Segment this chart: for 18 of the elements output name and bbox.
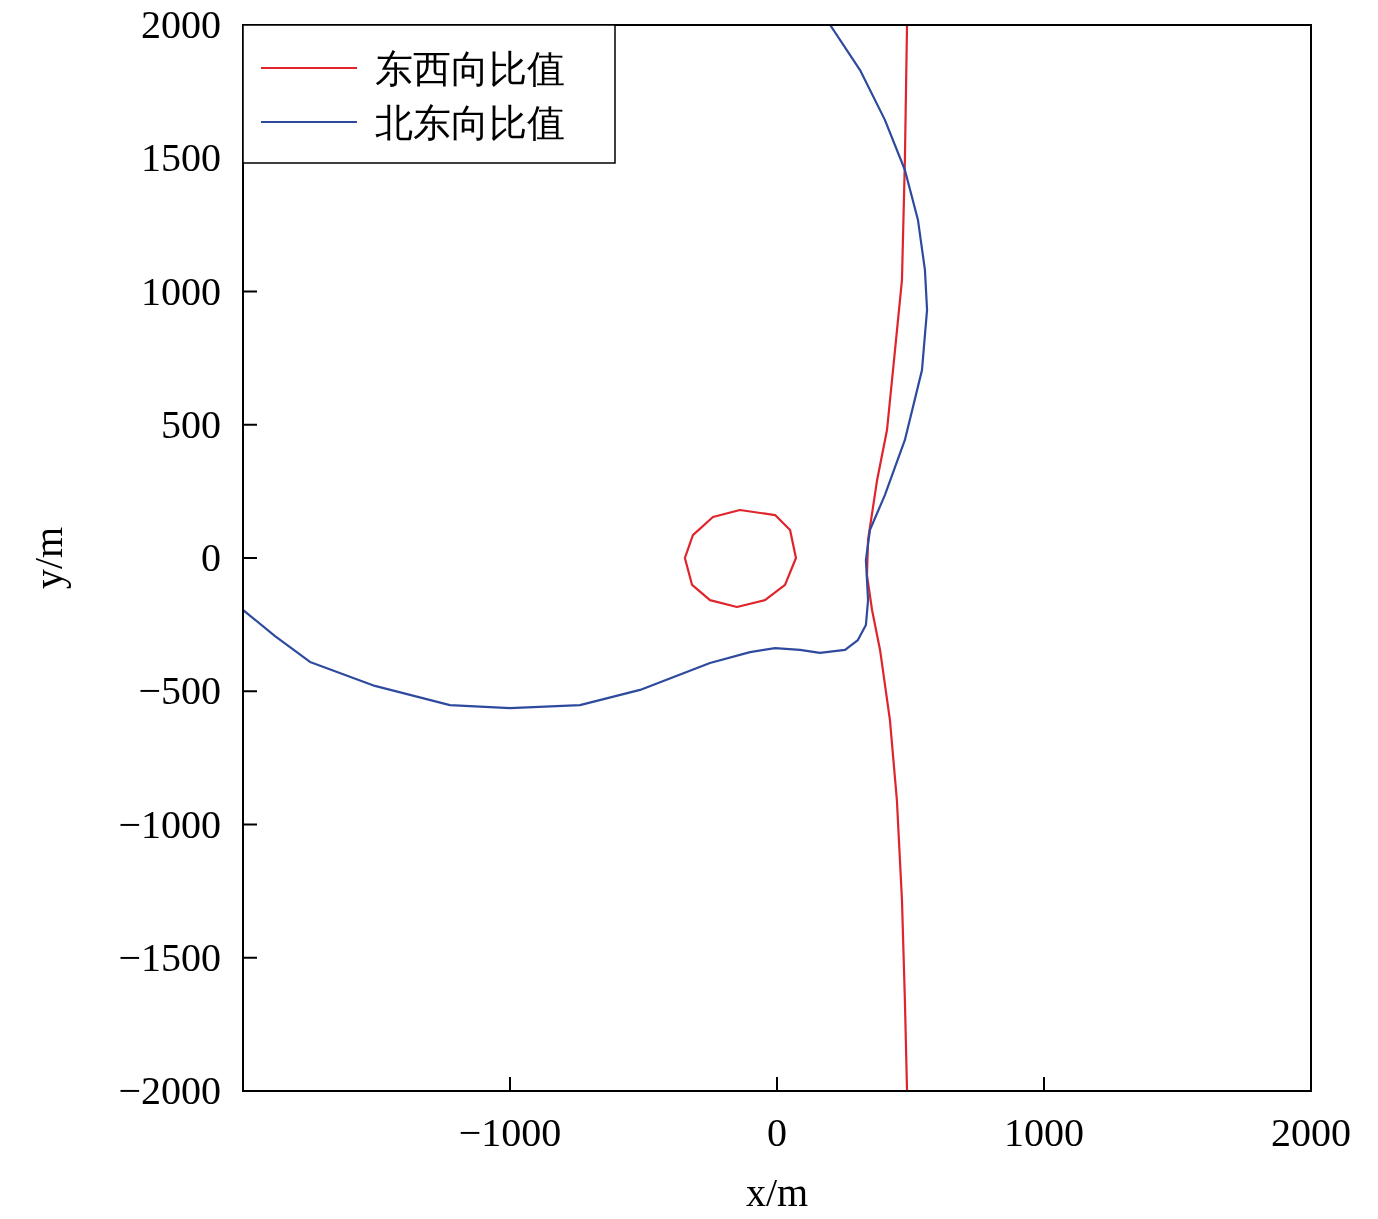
y-tick-label: 1000 xyxy=(141,268,221,314)
x-axis-title: x/m xyxy=(745,1170,809,1215)
y-tick-label: −1500 xyxy=(118,934,221,980)
y-tick-label: −1000 xyxy=(118,801,221,847)
y-tick-label: 2000 xyxy=(141,2,221,47)
y-tick-label: 1500 xyxy=(141,135,221,181)
y-tick-label: −2000 xyxy=(118,1068,221,1113)
x-tick-label: −1000 xyxy=(458,1110,562,1155)
legend-label: 东西向比值 xyxy=(375,48,565,90)
legend-label: 北东向比值 xyxy=(375,102,565,144)
x-tick-label: 1000 xyxy=(1004,1110,1084,1155)
y-tick-label: 0 xyxy=(201,535,221,580)
x-tick-label: 0 xyxy=(767,1110,787,1155)
x-tick-label: 2000 xyxy=(1271,1110,1351,1155)
y-axis-title: y/m xyxy=(26,526,71,590)
line-series xyxy=(243,25,929,710)
y-tick-label: 500 xyxy=(161,401,221,447)
y-tick-label: −500 xyxy=(138,668,221,714)
